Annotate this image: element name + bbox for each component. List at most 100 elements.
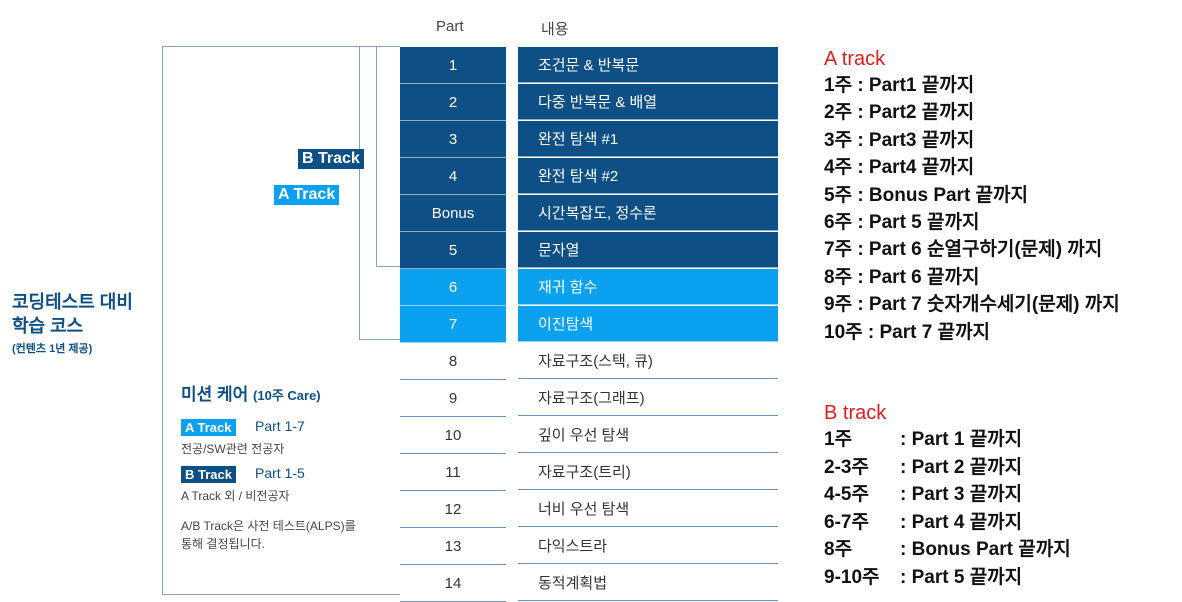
b-schedule-item: 6-7주 : Part 4 끝까지 <box>824 509 1071 537</box>
table-row: Bonus 시간복잡도, 정수론 <box>400 195 778 232</box>
mission-note-line2: 통해 결정됩니다. <box>181 537 265 551</box>
table-row: 8 자료구조(스택, 큐) <box>400 343 778 380</box>
b-schedule-item: 9-10주: Part 5 끝까지 <box>824 564 1071 592</box>
part-cell: 3 <box>400 121 506 158</box>
part-cell: 6 <box>400 269 506 306</box>
part-cell: 1 <box>400 47 506 84</box>
course-bracket-side <box>162 46 163 594</box>
a-schedule-item: 2주 : Part2 끝까지 <box>824 102 975 124</box>
a-schedule-item: 9주 : Part 7 숫자개수세기(문제) 까지 <box>824 294 1120 316</box>
table-row: 2 다중 반복문 & 배열 <box>400 84 778 121</box>
b-schedule-week: 4-5주 <box>824 484 869 506</box>
a-schedule-item: 1주 : Part1 끝까지 <box>824 75 975 96</box>
course-title-line2: 학습 코스 <box>12 316 84 336</box>
header-content: 내용 <box>541 21 569 38</box>
b-track-tag: B Track <box>298 149 364 169</box>
part-cell: Bonus <box>400 195 506 232</box>
mission-a-tag: A Track <box>181 419 236 436</box>
table-row: 10 깊이 우선 탐색 <box>400 417 778 454</box>
course-bracket-top <box>162 46 400 47</box>
content-cell: 완전 탐색 #1 <box>518 121 778 157</box>
part-cell: 4 <box>400 158 506 195</box>
table-row: 6 재귀 함수 <box>400 269 778 306</box>
a-schedule-item: 10주 : Part 7 끝까지 <box>824 321 991 343</box>
table-row: 11 자료구조(트리) <box>400 454 778 491</box>
part-cell: 8 <box>400 343 506 380</box>
header-part: Part <box>436 18 464 35</box>
table-row: 1 조건문 & 반복문 <box>400 47 778 84</box>
a-schedule-item: 4주 : Part4 끝까지 <box>824 157 975 179</box>
part-cell: 7 <box>400 306 506 343</box>
content-cell: 이진탐색 <box>518 306 778 342</box>
mission-a-range: Part 1-7 <box>255 418 305 434</box>
a-track-bracket-side <box>359 46 360 339</box>
part-cell: 2 <box>400 84 506 121</box>
b-schedule-week: 2-3주 <box>824 456 869 478</box>
b-schedule-text: : Part 2 끝까지 <box>900 456 1023 478</box>
course-subtitle: (컨텐츠 1년 제공) <box>12 343 93 355</box>
content-cell: 깊이 우선 탐색 <box>518 417 778 453</box>
b-schedule-text: : Bonus Part 끝까지 <box>900 539 1071 561</box>
content-cell: 자료구조(그래프) <box>518 380 778 416</box>
content-cell: 시간복잡도, 정수론 <box>518 195 778 231</box>
content-cell: 다익스트라 <box>518 528 778 564</box>
content-cell: 너비 우선 탐색 <box>518 491 778 527</box>
a-schedule-item: 6주 : Part 5 끝까지 <box>824 212 980 234</box>
b-track-bracket-bottom <box>376 266 400 267</box>
content-cell: 자료구조(트리) <box>518 454 778 490</box>
b-schedule-week: 9-10주 <box>824 566 880 588</box>
course-title-line1: 코딩테스트 대비 <box>12 292 133 312</box>
a-schedule-item: 7주 : Part 6 순열구하기(문제) 까지 <box>824 239 1103 261</box>
mission-a-desc: 전공/SW관련 전공자 <box>181 442 285 456</box>
a-schedule-list: 1주 : Part1 끝까지 2주 : Part2 끝까지 3주 : Part3 끝… <box>824 72 1120 346</box>
table-row: 5 문자열 <box>400 232 778 269</box>
content-cell: 자료구조(스택, 큐) <box>518 343 778 379</box>
part-cell: 11 <box>400 454 506 491</box>
a-schedule-title: A track <box>824 48 886 70</box>
b-schedule-item: 2-3주 : Part 2 끝까지 <box>824 454 1071 482</box>
a-schedule-item: 8주 : Part 6 끝까지 <box>824 266 980 288</box>
part-cell: 13 <box>400 528 506 565</box>
part-cell: 14 <box>400 565 506 602</box>
b-schedule-list: 1주 : Part 1 끝까지 2-3주 : Part 2 끝까지 4-5주 : Part… <box>824 426 1071 592</box>
part-cell: 5 <box>400 232 506 269</box>
part-cell: 10 <box>400 417 506 454</box>
a-track-tag: A Track <box>274 185 340 205</box>
b-schedule-text: : Part 4 끝까지 <box>900 511 1023 533</box>
b-track-bracket-top <box>376 46 400 47</box>
content-cell: 다중 반복문 & 배열 <box>518 84 778 120</box>
a-schedule-item: 3주 : Part3 끝까지 <box>824 129 975 151</box>
course-bracket-bottom <box>162 594 400 595</box>
content-cell: 문자열 <box>518 232 778 268</box>
content-cell: 조건문 & 반복문 <box>518 47 778 83</box>
mission-b-desc: A Track 외 / 비전공자 <box>181 489 290 503</box>
mission-title-suffix: (10주 Care) <box>253 388 321 403</box>
mission-b-range: Part 1-5 <box>255 465 305 481</box>
mission-note-line1: A/B Track은 사전 테스트(ALPS)를 <box>181 519 356 533</box>
b-schedule-week: 6-7주 <box>824 511 869 533</box>
b-schedule-text: : Part 1 끝까지 <box>900 429 1023 450</box>
b-schedule-item: 8주 : Bonus Part 끝까지 <box>824 536 1071 564</box>
mission-title: 미션 케어 (10주 Care) <box>181 380 321 405</box>
a-schedule-item: 5주 : Bonus Part 끝까지 <box>824 184 1028 206</box>
course-title: 코딩테스트 대비 학습 코스 <box>12 290 133 338</box>
content-cell: 완전 탐색 #2 <box>518 158 778 194</box>
table-row: 13 다익스트라 <box>400 528 778 565</box>
b-schedule-title: B track <box>824 402 887 424</box>
table-row: 14 동적계획법 <box>400 565 778 602</box>
b-schedule-text: : Part 3 끝까지 <box>900 484 1023 506</box>
b-schedule-item: 4-5주 : Part 3 끝까지 <box>824 481 1071 509</box>
part-cell: 9 <box>400 380 506 417</box>
table-row: 3 완전 탐색 #1 <box>400 121 778 158</box>
table-row: 12 너비 우선 탐색 <box>400 491 778 528</box>
mission-title-main: 미션 케어 <box>181 385 249 404</box>
table-row: 4 완전 탐색 #2 <box>400 158 778 195</box>
content-cell: 재귀 함수 <box>518 269 778 305</box>
b-schedule-week: 1주 <box>824 429 853 450</box>
a-track-bracket-bottom <box>359 339 400 340</box>
table-row: 7 이진탐색 <box>400 306 778 343</box>
b-schedule-item: 1주 : Part 1 끝까지 <box>824 426 1071 454</box>
part-cell: 12 <box>400 491 506 528</box>
mission-b-tag: B Track <box>181 466 236 483</box>
b-schedule-week: 8주 <box>824 539 853 561</box>
